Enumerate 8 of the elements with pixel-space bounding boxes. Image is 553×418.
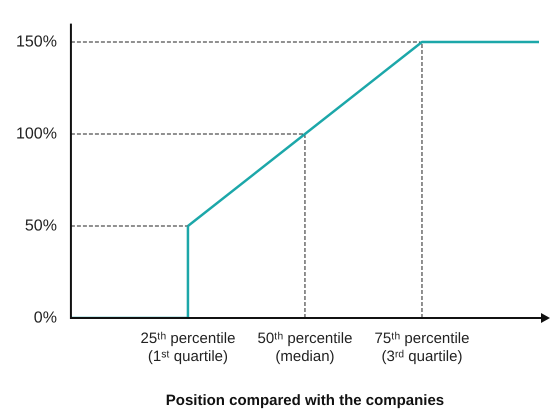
x-tick-label: 25ᵗʰ percentile (1ˢᵗ quartile) [140, 330, 236, 366]
x-tick-label: 75ᵗʰ percentile (3ʳᵈ quartile) [374, 330, 470, 366]
y-tick-label: 100% [16, 125, 57, 142]
x-axis-title: Position compared with the companies [166, 392, 444, 410]
y-tick-label: 50% [24, 217, 57, 234]
x-tick-label: 50ᵗʰ percentile (median) [257, 330, 352, 366]
y-tick-label: 150% [16, 33, 57, 50]
y-tick-label: 0% [34, 309, 57, 326]
